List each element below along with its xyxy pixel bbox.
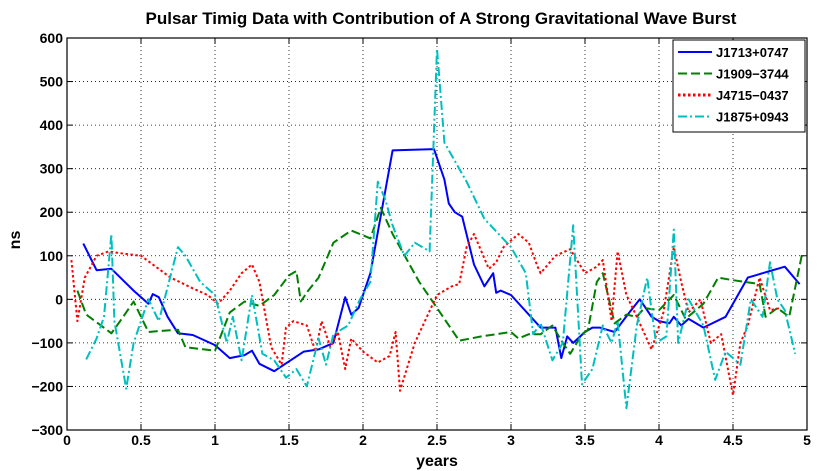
y-axis-label: ns	[7, 231, 24, 250]
chart-title: Pulsar Timig Data with Contribution of A…	[146, 9, 737, 28]
y-tick-label: 500	[40, 74, 64, 90]
x-tick-label: 3	[507, 432, 515, 448]
x-tick-label: 1.5	[279, 432, 299, 448]
x-tick-label: 3.5	[575, 432, 595, 448]
y-tick-label: 0	[55, 291, 63, 307]
y-tick-label: 600	[40, 30, 64, 46]
series-lines	[70, 47, 804, 410]
x-tick-label: 2.5	[427, 432, 447, 448]
legend-label: J4715−0437	[716, 88, 789, 103]
y-tick-label: −200	[31, 378, 63, 394]
x-tick-label: 2	[359, 432, 367, 448]
x-tick-label: 5	[803, 432, 811, 448]
x-tick-label: 0	[63, 432, 71, 448]
y-tick-label: 100	[40, 248, 64, 264]
legend: J1713+0747 J1909−3744 J4715−0437 J1875+0943	[672, 39, 806, 133]
series-line-j1909-3744	[76, 206, 804, 355]
axis-ticks: 0 0.5 1 1.5 2 2.5 3 3.5 4 4.5 5 −300 −200 −100 0 100 200…	[31, 30, 811, 448]
x-tick-label: 1	[211, 432, 219, 448]
x-tick-label: 0.5	[131, 432, 151, 448]
legend-label: J1713+0747	[716, 45, 789, 60]
x-axis-label: years	[416, 453, 458, 470]
x-tick-label: 4	[655, 432, 663, 448]
legend-label: J1875+0943	[716, 110, 789, 125]
y-tick-label: −300	[31, 422, 63, 438]
legend-label: J1909−3744	[716, 67, 789, 82]
y-tick-label: 300	[40, 161, 64, 177]
y-tick-label: −100	[31, 335, 63, 351]
series-line-j1875-0943	[85, 47, 797, 410]
series-line-j1713-0747	[82, 148, 801, 373]
y-tick-label: 200	[40, 204, 64, 220]
y-tick-label: 400	[40, 117, 64, 133]
x-tick-label: 4.5	[723, 432, 743, 448]
